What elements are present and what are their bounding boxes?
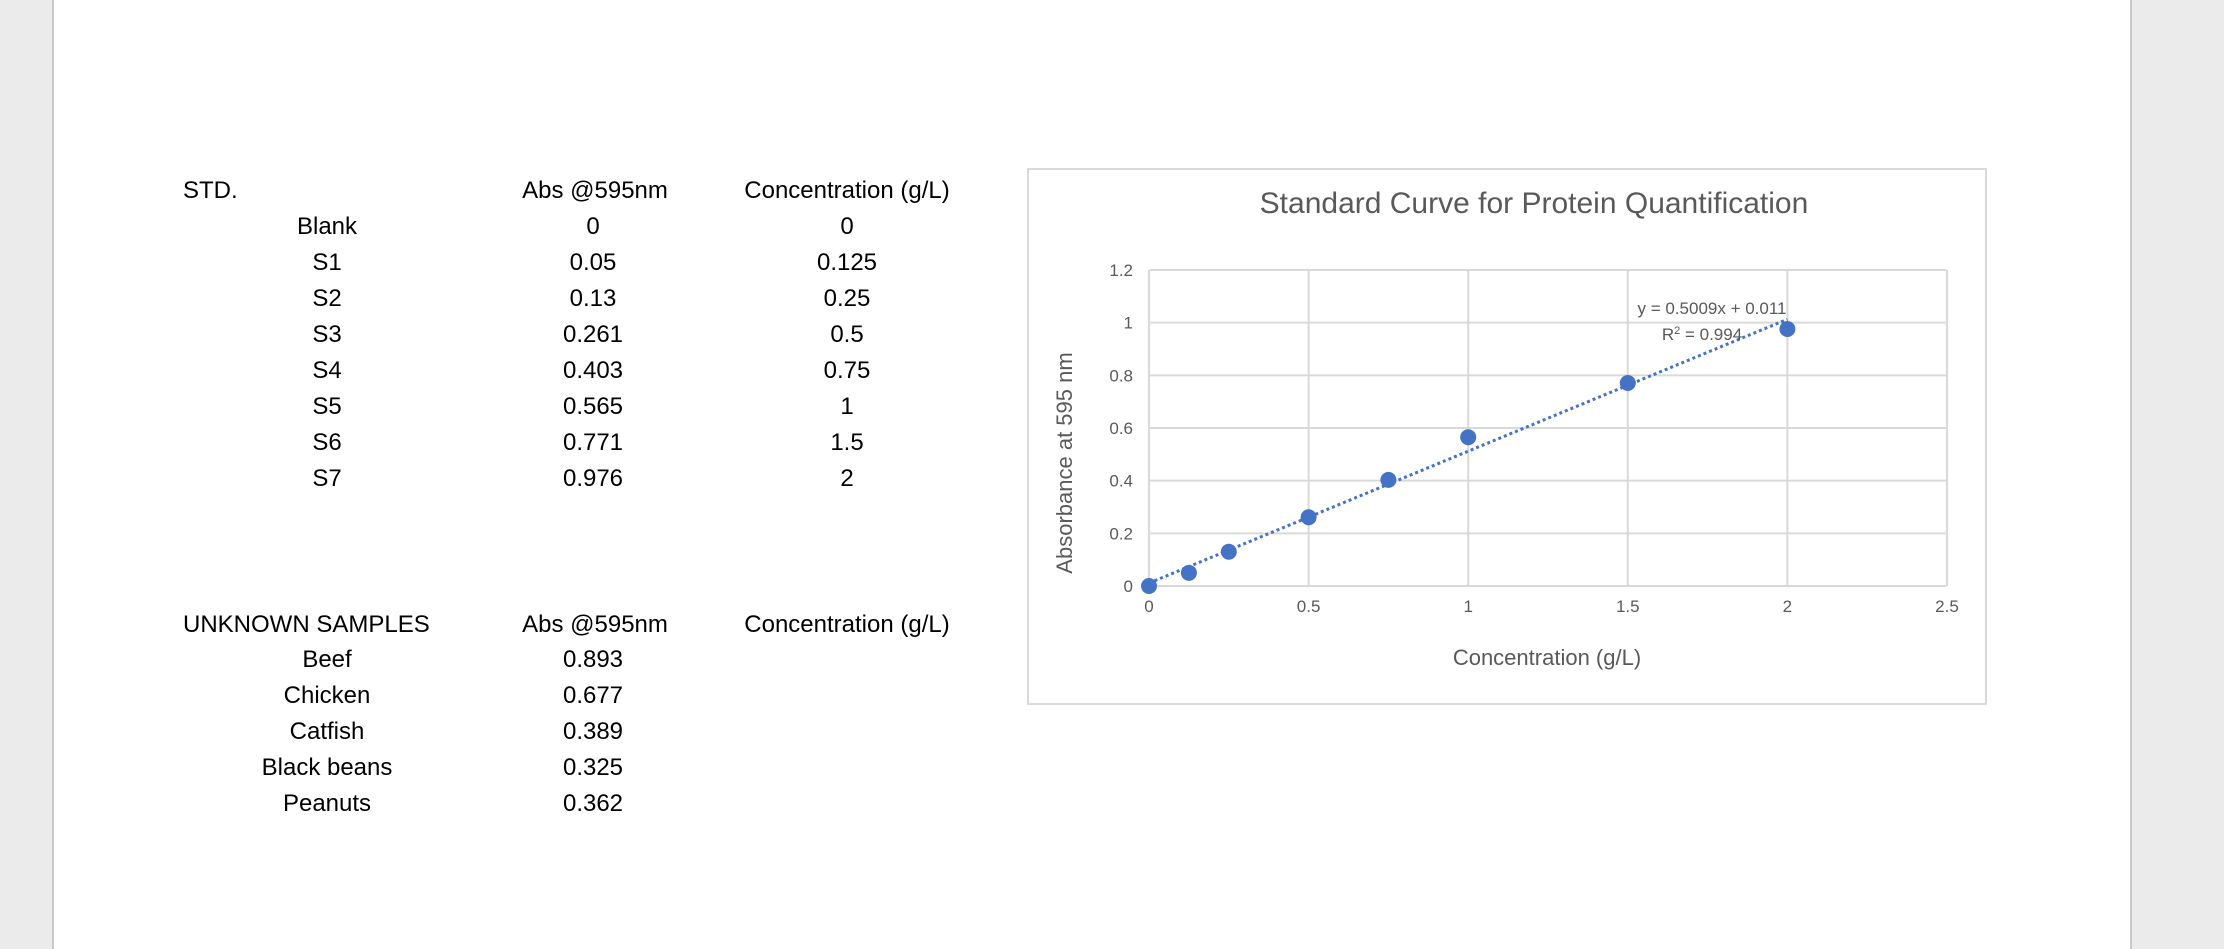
data-point[interactable] xyxy=(1619,374,1636,391)
x-tick-label: 2.5 xyxy=(1935,597,1959,616)
std-name[interactable]: S4 xyxy=(312,357,342,384)
unknown-abs[interactable]: 0.325 xyxy=(562,754,624,781)
trendline xyxy=(1148,317,1788,585)
data-point[interactable] xyxy=(1779,320,1796,337)
x-tick-label: 2 xyxy=(1783,597,1792,616)
unknown-abs[interactable]: 0.362 xyxy=(562,790,624,817)
std-abs[interactable]: 0.976 xyxy=(562,465,624,492)
std-name[interactable]: S3 xyxy=(312,321,342,348)
std-conc[interactable]: 1 xyxy=(840,393,854,420)
y-tick-label: 1 xyxy=(1124,314,1133,333)
chart-gridlines xyxy=(1148,269,1948,587)
std-conc[interactable]: 0.75 xyxy=(823,357,871,384)
x-tick-label: 1 xyxy=(1463,597,1472,616)
chart-axes: 0 0.2 0.4 0.6 0.8 1 1.2 0 0.5 1 1.5 2 2.5 xyxy=(1109,261,1958,616)
y-tick-label: 0.2 xyxy=(1109,524,1133,543)
std-abs[interactable]: 0.771 xyxy=(562,429,624,456)
std-abs[interactable]: 0.13 xyxy=(569,285,617,312)
std-header-abs[interactable]: Abs @595nm xyxy=(522,177,668,204)
std-name[interactable]: S5 xyxy=(312,393,342,420)
std-header-conc[interactable]: Concentration (g/L) xyxy=(744,177,950,204)
unknown-abs[interactable]: 0.677 xyxy=(562,682,624,709)
trendline-r2-label: R xyxy=(1662,325,1674,344)
y-tick-label: 0 xyxy=(1124,577,1133,596)
chart-title: Standard Curve for Protein Quantificatio… xyxy=(1260,187,1809,220)
std-abs[interactable]: 0 xyxy=(586,213,600,240)
unknown-header-conc[interactable]: Concentration (g/L) xyxy=(744,611,950,638)
standard-curve-chart[interactable]: Standard Curve for Protein Quantificatio… xyxy=(1027,168,1987,705)
y-axis-label: Absorbance at 595 nm xyxy=(1052,352,1077,573)
std-conc[interactable]: 0.5 xyxy=(830,321,864,348)
std-name[interactable]: S1 xyxy=(312,249,342,276)
x-axis-label: Concentration (g/L) xyxy=(1453,645,1641,670)
data-point[interactable] xyxy=(1460,429,1477,446)
std-name[interactable]: S2 xyxy=(312,285,342,312)
unknown-name[interactable]: Peanuts xyxy=(282,790,372,817)
data-point[interactable] xyxy=(1180,564,1197,581)
unknown-name[interactable]: Catfish xyxy=(289,718,365,745)
y-tick-label: 0.4 xyxy=(1109,472,1133,491)
std-conc[interactable]: 2 xyxy=(840,465,854,492)
std-abs[interactable]: 0.403 xyxy=(562,357,624,384)
std-abs[interactable]: 0.05 xyxy=(569,249,617,276)
trendline-r2: R2 = 0.994 xyxy=(1662,325,1742,344)
trendline-equation: y = 0.5009x + 0.011 xyxy=(1637,299,1786,318)
std-name[interactable]: S6 xyxy=(312,429,342,456)
trendline-r2-sup: 2 xyxy=(1674,325,1680,337)
y-tick-label: 0.8 xyxy=(1109,366,1133,385)
data-point[interactable] xyxy=(1380,471,1397,488)
std-conc[interactable]: 0 xyxy=(840,213,854,240)
unknown-abs[interactable]: 0.893 xyxy=(562,646,624,673)
x-tick-label: 0.5 xyxy=(1297,597,1321,616)
data-point[interactable] xyxy=(1220,543,1237,560)
std-conc[interactable]: 1.5 xyxy=(830,429,864,456)
chart-trendline-layer xyxy=(1148,317,1788,585)
data-point[interactable] xyxy=(1141,578,1157,594)
x-tick-label: 1.5 xyxy=(1616,597,1640,616)
unknown-abs[interactable]: 0.389 xyxy=(562,718,624,745)
y-tick-label: 0.6 xyxy=(1109,419,1133,438)
data-point[interactable] xyxy=(1300,509,1317,526)
std-conc[interactable]: 0.125 xyxy=(816,249,878,276)
chart-points-layer xyxy=(1141,320,1796,594)
y-tick-label: 1.2 xyxy=(1109,261,1133,280)
unknown-name[interactable]: Chicken xyxy=(283,682,371,709)
unknown-header-abs[interactable]: Abs @595nm xyxy=(522,611,668,638)
std-conc[interactable]: 0.25 xyxy=(823,285,871,312)
std-name[interactable]: S7 xyxy=(312,465,342,492)
x-tick-label: 0 xyxy=(1144,597,1153,616)
std-name[interactable]: Blank xyxy=(296,213,358,240)
unknown-name[interactable]: Beef xyxy=(302,646,352,673)
unknown-name[interactable]: Black beans xyxy=(261,754,393,781)
trendline-r2-value: = 0.994 xyxy=(1680,325,1742,344)
unknown-header-label[interactable]: UNKNOWN SAMPLES xyxy=(183,611,430,638)
std-abs[interactable]: 0.565 xyxy=(562,393,624,420)
std-abs[interactable]: 0.261 xyxy=(562,321,624,348)
std-header-label[interactable]: STD. xyxy=(183,177,238,204)
